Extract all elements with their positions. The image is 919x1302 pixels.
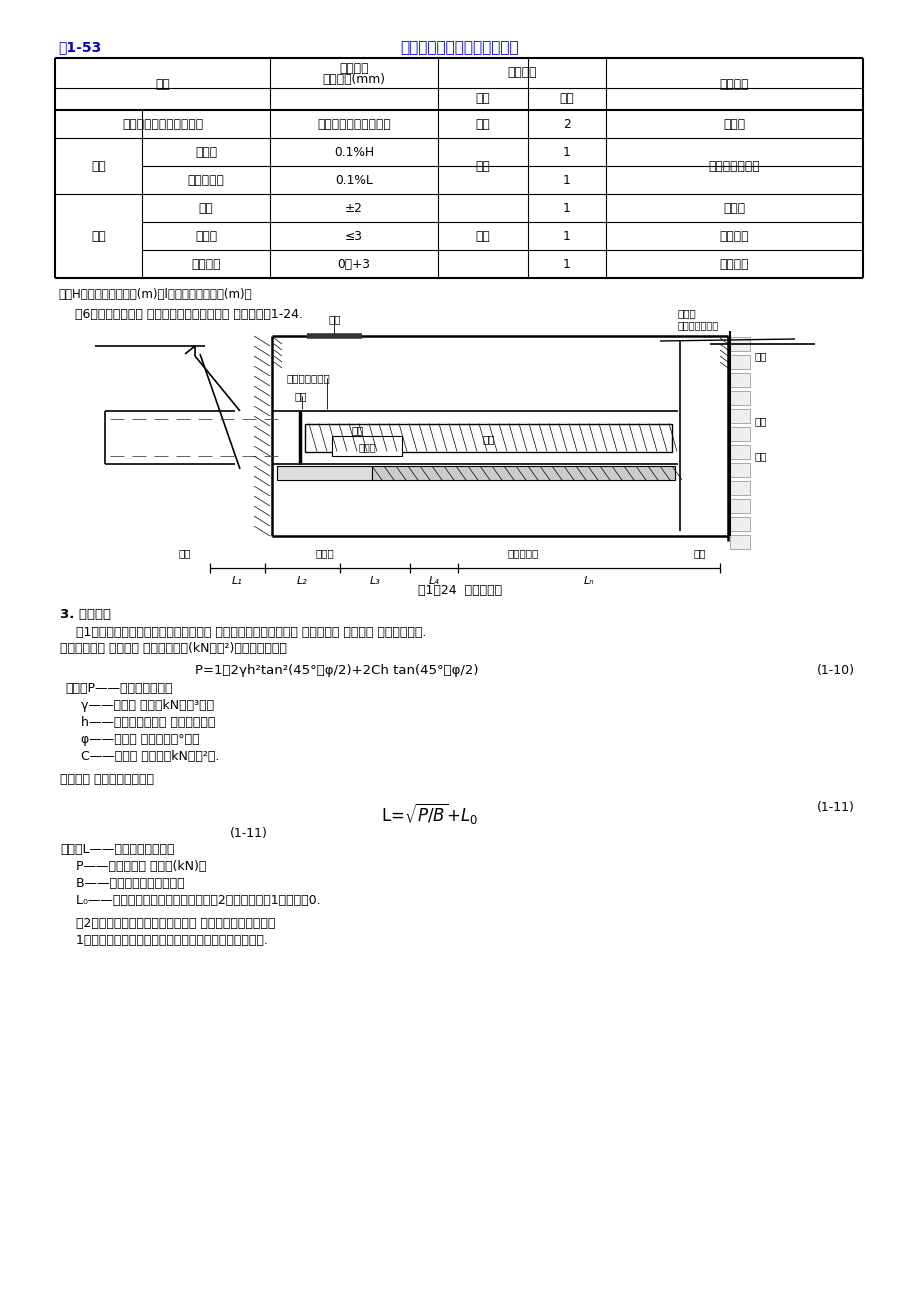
Text: 检验频率: 检验频率 xyxy=(506,66,536,79)
Text: (1-10): (1-10) xyxy=(816,664,854,677)
Text: P=1／2γh²tan²(45°＋φ/2)+2Ch tan(45°＋φ/2): P=1／2γh²tan²(45°＋φ/2)+2Ch tan(45°＋φ/2) xyxy=(195,664,478,677)
Text: 混凝土基础: 混凝土基础 xyxy=(507,548,539,559)
Text: h——天然土壁后背的 高度（米）；: h——天然土壁后背的 高度（米）； xyxy=(65,716,215,729)
Text: ≤3: ≤3 xyxy=(345,229,363,242)
Text: 立板: 立板 xyxy=(754,352,766,361)
Bar xyxy=(305,423,671,452)
Text: 运土车: 运土车 xyxy=(357,441,375,452)
Text: 立铁: 立铁 xyxy=(754,450,766,461)
Text: C——土壤的 粘聚力（kN／米²）.: C——土壤的 粘聚力（kN／米²）. xyxy=(65,750,219,763)
Bar xyxy=(729,535,749,549)
Bar xyxy=(277,466,371,480)
Text: 0.1%H: 0.1%H xyxy=(334,146,374,159)
Text: 允许偏差(mm): 允许偏差(mm) xyxy=(323,73,385,86)
Text: φ——土壤的 内摩擦角（°）；: φ——土壤的 内摩擦角（°）； xyxy=(65,733,199,746)
Text: L₄: L₄ xyxy=(428,575,439,586)
Text: 钢丝绳: 钢丝绳 xyxy=(677,309,696,318)
Text: L₁: L₁ xyxy=(232,575,243,586)
Text: 规定值或: 规定值或 xyxy=(339,62,369,76)
Text: L₃: L₃ xyxy=(369,575,380,586)
Text: 1: 1 xyxy=(562,146,571,159)
Text: 表1-53: 表1-53 xyxy=(58,40,101,53)
Text: 用水准仪: 用水准仪 xyxy=(719,258,748,271)
Text: 后背每米宽度 上土壤的 总被动土压力(kN／米²)可按下式计算：: 后背每米宽度 上土壤的 总被动土压力(kN／米²)可按下式计算： xyxy=(60,642,287,655)
Text: 方木: 方木 xyxy=(754,417,766,426)
Text: 水平扭转度: 水平扭转度 xyxy=(187,173,224,186)
Text: 项目: 项目 xyxy=(155,78,170,91)
Text: L₀——附加安全长度（米），砂土可取2；亚砂土可取1；粘土取0.: L₀——附加安全长度（米），砂土可取2；亚砂土可取1；粘土取0. xyxy=(60,894,321,907)
Text: ±2: ±2 xyxy=(345,202,362,215)
Text: 垂直度: 垂直度 xyxy=(195,146,217,159)
Text: 顶管工作竖井及设备允许偏差: 顶管工作竖井及设备允许偏差 xyxy=(401,40,518,55)
Text: 范围: 范围 xyxy=(475,92,490,105)
Text: 每座: 每座 xyxy=(475,117,490,130)
Text: 不小于施工、设计规定: 不小于施工、设计规定 xyxy=(317,117,391,130)
Text: γ——土壤的 重度（kN／米³）；: γ——土壤的 重度（kN／米³）； xyxy=(65,699,214,712)
Text: 1）后背土壁应铲修平整，并使壁面与管道顶进方向垂直.: 1）后背土壁应铲修平整，并使壁面与管道顶进方向垂直. xyxy=(60,934,267,947)
Bar xyxy=(729,464,749,477)
Bar xyxy=(729,480,749,495)
Text: （2）采用原土作后背时，后背墙的 安装应符合下列要求：: （2）采用原土作后背时，后背墙的 安装应符合下列要求： xyxy=(60,917,275,930)
Text: 注：H为后背的垂直高度(m)；l为后背的水平长度(m)。: 注：H为后背的垂直高度(m)；l为后背的水平长度(m)。 xyxy=(58,288,252,301)
Text: 顶面高程: 顶面高程 xyxy=(191,258,221,271)
Text: (1-11): (1-11) xyxy=(816,801,854,814)
Text: 1: 1 xyxy=(562,258,571,271)
Text: 点数: 点数 xyxy=(559,92,573,105)
Text: （1）核算后背受力宽度，应根据需要的 总顶力，使土壁单位宽度 内受力不大 于土壤的 总被动土压力.: （1）核算后背受力宽度，应根据需要的 总顶力，使土壁单位宽度 内受力不大 于土壤… xyxy=(60,626,425,639)
Text: 式中：P——总被动土压力；: 式中：P——总被动土压力； xyxy=(65,682,173,695)
Text: 木垫基: 木垫基 xyxy=(315,548,334,559)
Bar xyxy=(729,391,749,405)
Text: 管子: 管子 xyxy=(352,424,364,435)
Bar xyxy=(729,427,749,441)
Text: Lₙ: Lₙ xyxy=(583,575,594,586)
Text: 图1－24  工作坑断面: 图1－24 工作坑断面 xyxy=(417,585,502,598)
Text: (1-11): (1-11) xyxy=(230,827,267,840)
Bar xyxy=(729,499,749,513)
Text: 2: 2 xyxy=(562,117,571,130)
Text: 顶镐: 顶镐 xyxy=(482,435,494,444)
Text: 导坑: 导坑 xyxy=(178,548,191,559)
Bar xyxy=(729,409,749,423)
Text: 式中：L——后背长度（米）；: 式中：L——后背长度（米）； xyxy=(60,842,175,855)
Bar xyxy=(729,372,749,387)
Text: 用尺量: 用尺量 xyxy=(722,117,744,130)
Text: 每座: 每座 xyxy=(475,160,490,172)
Text: 楞木: 楞木 xyxy=(328,314,340,324)
Text: P——顶管需要的 总顶力(kN)；: P——顶管需要的 总顶力(kN)； xyxy=(60,861,206,874)
Text: 0，+3: 0，+3 xyxy=(337,258,370,271)
Text: B——后背受力宽度（米）；: B——后背受力宽度（米）； xyxy=(60,878,185,891)
Text: 工作竖井每侧宽度、长度: 工作竖井每侧宽度、长度 xyxy=(122,117,203,130)
Text: 后背长度 可采用下式核算：: 后背长度 可采用下式核算： xyxy=(60,773,153,786)
Text: （6）工作竖井内的 布置：一般工作竖井内的 布置参见图1-24.: （6）工作竖井内的 布置：一般工作竖井内的 布置参见图1-24. xyxy=(75,309,302,322)
Bar xyxy=(729,337,749,352)
Text: 内距: 内距 xyxy=(199,202,213,215)
Text: L=$\sqrt{P/B}$+$L_{\rm 0}$: L=$\sqrt{P/B}$+$L_{\rm 0}$ xyxy=(381,801,478,825)
Text: 横铁: 横铁 xyxy=(693,548,706,559)
Text: 1: 1 xyxy=(562,229,571,242)
Text: 1: 1 xyxy=(562,173,571,186)
Bar xyxy=(729,445,749,460)
Text: 1: 1 xyxy=(562,202,571,215)
Text: 用尺量: 用尺量 xyxy=(722,202,744,215)
Text: 每座: 每座 xyxy=(475,229,490,242)
Text: 顺铁: 顺铁 xyxy=(295,391,307,401)
Text: 3. 后背安装: 3. 后背安装 xyxy=(60,608,111,621)
Bar xyxy=(729,517,749,531)
Bar xyxy=(729,355,749,368)
Text: 后背: 后背 xyxy=(91,160,106,172)
Text: L₂: L₂ xyxy=(297,575,308,586)
Text: （接起重设备）: （接起重设备） xyxy=(677,320,719,329)
Text: 用垂线与角尺量: 用垂线与角尺量 xyxy=(708,160,759,172)
Text: 0.1%L: 0.1%L xyxy=(335,173,372,186)
Text: 圆形或弧形顶铁: 圆形或弧形顶铁 xyxy=(287,372,331,383)
Bar xyxy=(371,466,675,480)
Text: 导轨: 导轨 xyxy=(91,229,106,242)
Text: 用经纬仪: 用经纬仪 xyxy=(719,229,748,242)
Text: 检验方法: 检验方法 xyxy=(719,78,748,91)
Text: 中心线: 中心线 xyxy=(195,229,217,242)
Bar xyxy=(332,436,402,456)
